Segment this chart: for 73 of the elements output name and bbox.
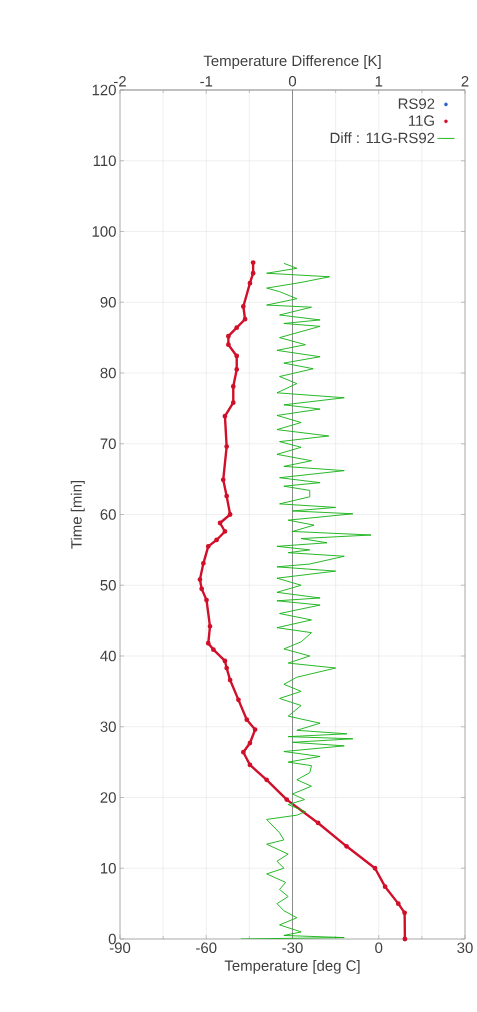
x2-tick-label: -1	[200, 76, 213, 87]
point	[402, 936, 408, 942]
y-tick-label: 70	[100, 438, 116, 450]
point	[227, 677, 233, 683]
point	[211, 647, 216, 653]
x-tick-label: -30	[282, 942, 303, 954]
y-tick-label: 110	[93, 155, 116, 167]
y-tick-label: 50	[100, 579, 116, 591]
point	[250, 260, 256, 266]
point	[395, 901, 401, 907]
point	[234, 353, 240, 359]
y-tick-label: 20	[100, 792, 116, 803]
point	[247, 280, 253, 286]
y-tick-label: 120	[92, 84, 116, 96]
x-tick-label: 0	[375, 942, 383, 954]
point	[240, 749, 246, 755]
point	[205, 640, 211, 646]
point	[222, 529, 228, 534]
point	[222, 413, 228, 419]
point	[402, 910, 408, 916]
x2-tick-label: 1	[375, 76, 383, 87]
point	[222, 658, 228, 664]
point	[252, 727, 258, 732]
point	[197, 577, 203, 582]
point	[224, 665, 230, 671]
point	[217, 520, 223, 526]
point	[284, 797, 290, 803]
point	[244, 717, 250, 723]
point	[225, 333, 231, 339]
point	[234, 325, 240, 331]
x2-tick-label: 2	[461, 76, 469, 87]
point	[250, 270, 256, 276]
point	[207, 623, 213, 629]
x2-tick-label: 0	[288, 75, 297, 87]
y-axis-title: Time [min]	[70, 480, 85, 549]
point	[236, 697, 241, 703]
point	[224, 444, 230, 449]
x2-axis-title: Temperature Difference [K]	[203, 55, 381, 70]
point	[224, 493, 230, 499]
point	[205, 543, 211, 549]
point	[199, 586, 205, 592]
point	[264, 777, 270, 783]
y-tick-label: 100	[92, 226, 116, 237]
point	[372, 865, 378, 871]
point	[382, 884, 388, 890]
point	[315, 820, 321, 826]
point	[220, 477, 226, 483]
point	[247, 762, 253, 768]
point	[225, 342, 231, 348]
legend-label: 11G	[409, 115, 434, 126]
x-tick-label: 30	[457, 942, 473, 954]
x-axis-title: Temperature [deg C]	[224, 959, 360, 974]
point	[230, 400, 236, 406]
point	[247, 740, 253, 746]
x-tick-label: -60	[196, 942, 217, 954]
point	[204, 597, 209, 603]
point	[214, 537, 219, 543]
point	[240, 304, 246, 309]
x2-tick-label: -2	[114, 76, 126, 87]
point	[234, 367, 240, 372]
y-tick-label: 60	[100, 509, 116, 520]
y-tick-label: 40	[100, 650, 116, 662]
y-tick-label: 30	[100, 721, 116, 733]
legend-label: Diff : 11G-RS92	[330, 132, 435, 144]
legend-label: RS92	[398, 98, 435, 109]
point	[200, 560, 206, 566]
y-tick-label: 10	[101, 862, 116, 874]
point	[230, 384, 236, 389]
point	[344, 843, 349, 849]
point	[242, 316, 248, 322]
y-tick-label: 80	[100, 367, 116, 379]
point	[227, 512, 233, 517]
y-tick-label: 90	[100, 296, 116, 308]
